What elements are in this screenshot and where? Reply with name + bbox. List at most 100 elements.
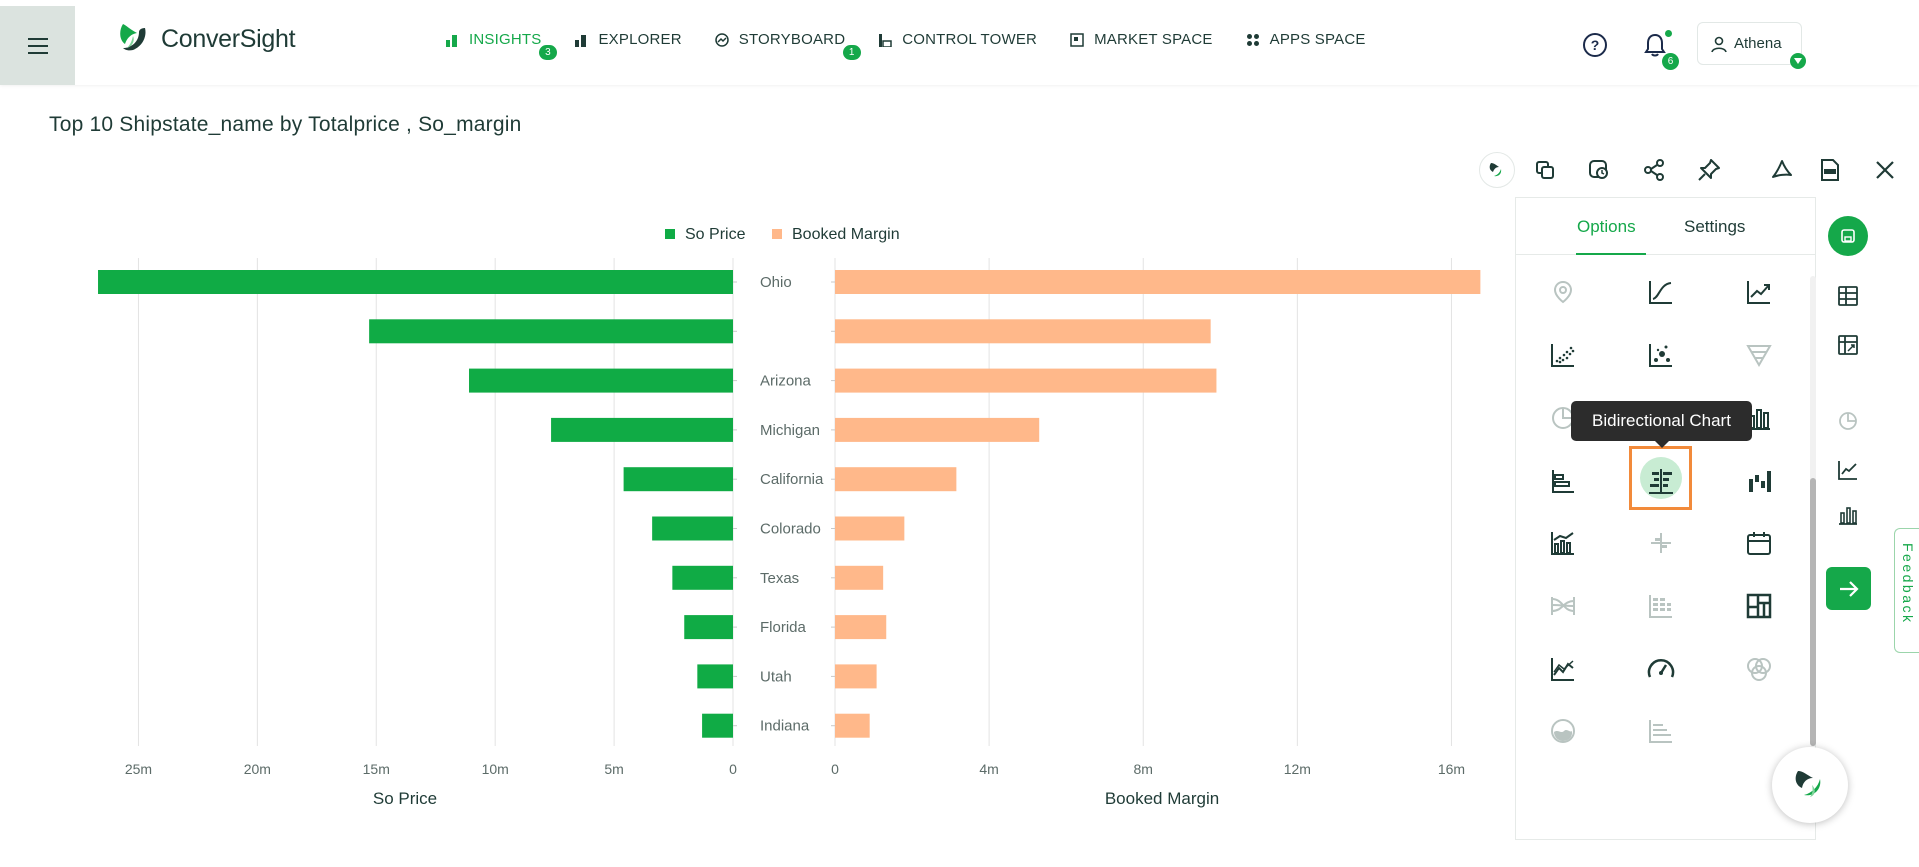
liquid-fill-chart-button[interactable] [1543, 711, 1583, 751]
hamburger-menu-button[interactable] [0, 6, 75, 85]
tab-options[interactable]: Options [1577, 217, 1636, 236]
main-nav: INSIGHTS 3 EXPLORER STORYBOARD 1 CONTROL… [445, 31, 1399, 60]
x-axis-title-left: So Price [373, 789, 437, 808]
assistant-bot-button[interactable] [1772, 747, 1848, 823]
bar-booked-margin [835, 368, 1217, 393]
insights-icon [446, 34, 457, 47]
rail-trend-button[interactable] [1833, 455, 1863, 485]
tab-settings[interactable]: Settings [1684, 217, 1746, 236]
trend-line-icon [1747, 281, 1770, 304]
pivot-table-button[interactable] [1833, 330, 1863, 360]
scatter-chart-button[interactable] [1543, 335, 1583, 375]
category-label: Utah [760, 668, 792, 685]
calendar-chart-button[interactable] [1739, 523, 1779, 563]
export-csv-button[interactable] [1812, 152, 1848, 188]
bar-booked-margin [835, 270, 1481, 294]
pin-button[interactable] [1691, 152, 1727, 188]
bar-booked-margin [835, 664, 877, 689]
x-tick-label-left: 0 [729, 761, 737, 777]
user-name: Athena [1734, 35, 1782, 52]
feedback-tab[interactable]: Feedback [1894, 528, 1919, 653]
waterfall-chart-button[interactable] [1739, 461, 1779, 501]
waterfall-icon [1749, 471, 1771, 492]
copy-button[interactable] [1527, 152, 1563, 188]
feedback-label: Feedback [1900, 543, 1916, 625]
bidirectional-bar-chart: 25m 20m 15m 10m 5m 0 0 4m 8m 12m 16m Ohio Arizona Mic… [98, 226, 1481, 808]
bidirectional-chart-button[interactable] [1641, 461, 1681, 501]
x-tick-label-left: 25m [125, 761, 152, 777]
map-chart-button[interactable] [1543, 272, 1583, 312]
sankey-chart-button[interactable] [1543, 586, 1583, 626]
nav-control-tower[interactable]: CONTROL TOWER [878, 31, 1037, 48]
nav-market-space[interactable]: MARKET SPACE [1070, 31, 1213, 48]
active-tab-indicator [1576, 253, 1646, 255]
pie-icon [1839, 412, 1857, 430]
chevron-down-icon[interactable] [1790, 53, 1806, 69]
share-button[interactable] [1636, 152, 1672, 188]
table-view-button[interactable] [1833, 281, 1863, 311]
combo-chart-button[interactable] [1543, 523, 1583, 563]
copy-icon [1536, 161, 1554, 179]
nav-explorer[interactable]: EXPLORER [574, 31, 682, 48]
close-button[interactable] [1867, 152, 1903, 188]
gantt-chart-button[interactable] [1641, 711, 1681, 751]
chart-type-tooltip: Bidirectional Chart [1571, 401, 1752, 441]
apps-space-icon [1246, 33, 1259, 46]
scatter-icon [1551, 344, 1575, 367]
category-label: Florida [760, 619, 807, 636]
apply-arrow-button[interactable] [1826, 567, 1871, 610]
category-label: Indiana [760, 718, 810, 735]
sankey-icon [1551, 597, 1575, 615]
save-icon [1841, 229, 1855, 243]
multi-line-chart-button[interactable] [1543, 649, 1583, 689]
pin-icon [1698, 159, 1720, 181]
share-icon [1644, 159, 1664, 181]
app-name: ConverSight [161, 24, 296, 53]
nav-storyboard[interactable]: STORYBOARD 1 [715, 31, 861, 60]
treemap-chart-button[interactable] [1739, 586, 1779, 626]
help-icon[interactable]: ? [1583, 33, 1607, 57]
bar-so-price [623, 467, 733, 492]
nav-label: INSIGHTS [469, 31, 542, 48]
pdf-icon [1772, 160, 1792, 178]
category-label: California [760, 471, 824, 488]
notification-count-badge: 6 [1662, 53, 1679, 70]
heatmap-chart-button[interactable] [1641, 586, 1681, 626]
x-tick-label-right: 8m [1134, 761, 1153, 777]
horizontal-bars-icon [1552, 470, 1574, 493]
storyboard-icon [715, 32, 729, 47]
rail-pie-button[interactable] [1833, 406, 1863, 436]
cross-chart-button[interactable] [1641, 523, 1681, 563]
user-menu-button[interactable]: Athena [1697, 22, 1802, 65]
bell-icon[interactable] [1643, 32, 1667, 58]
nav-label: MARKET SPACE [1094, 31, 1213, 48]
trend-chart-button[interactable] [1739, 272, 1779, 312]
panel-scrollbar-thumb[interactable] [1810, 478, 1816, 746]
gantt-icon [1649, 720, 1672, 743]
bar-so-price [551, 417, 733, 442]
app-logo[interactable]: ConverSight [117, 22, 296, 56]
save-button[interactable] [1828, 216, 1868, 256]
page-title: Top 10 Shipstate_name by Totalprice , So… [49, 113, 522, 136]
heatmap-icon [1649, 595, 1672, 618]
schedule-button[interactable] [1581, 152, 1617, 188]
multi-line-icon [1551, 658, 1574, 681]
export-pdf-button[interactable] [1764, 152, 1800, 188]
venn-chart-button[interactable] [1739, 649, 1779, 689]
horizontal-bar-chart-button[interactable] [1543, 461, 1583, 501]
bar-so-price [697, 664, 733, 689]
category-label: Texas [760, 570, 799, 587]
conversight-logo-icon [120, 24, 146, 51]
bubble-chart-button[interactable] [1641, 335, 1681, 375]
category-label: Michigan [760, 422, 820, 439]
ai-assistant-button[interactable] [1479, 152, 1515, 188]
funnel-chart-button[interactable] [1739, 335, 1779, 375]
nav-label: STORYBOARD [738, 31, 846, 48]
notification-dot [1665, 30, 1672, 37]
nav-insights[interactable]: INSIGHTS 3 [445, 31, 557, 60]
curve-chart-button[interactable] [1641, 272, 1681, 312]
rail-column-button[interactable] [1833, 500, 1863, 530]
nav-apps-space[interactable]: APPS SPACE [1246, 31, 1366, 48]
nav-label: APPS SPACE [1269, 31, 1366, 48]
gauge-chart-button[interactable] [1641, 649, 1681, 689]
